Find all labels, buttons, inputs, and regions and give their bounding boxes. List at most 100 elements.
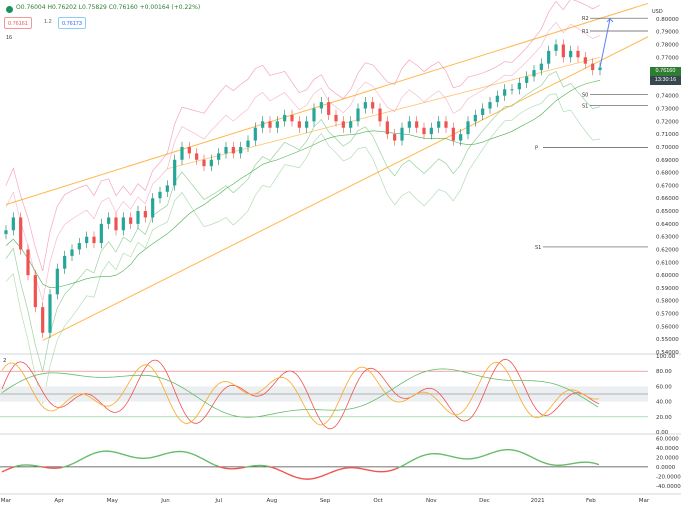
candle-body: [114, 217, 118, 231]
candle-body: [385, 121, 389, 135]
y-tick-label: 0.77000: [656, 55, 679, 61]
candle-body: [393, 134, 397, 141]
oscillator-line: [247, 465, 252, 468]
stochastic-k-line: [1, 358, 600, 430]
oscillator-line: [268, 465, 273, 469]
oscillator-line: [37, 465, 42, 468]
y-tick-label: 0.80000: [656, 17, 679, 23]
channel-upper-line: [5, 2, 649, 206]
oscillator-line: [67, 463, 72, 467]
oscillator-line: [115, 451, 120, 454]
candle-body: [261, 121, 265, 128]
oscillator-line: [484, 453, 489, 457]
oscillator-line: [298, 477, 303, 480]
oscillator-line: [214, 464, 219, 467]
candle-body: [598, 67, 602, 71]
oscillator-line: [418, 455, 423, 458]
oscillator-line: [187, 451, 192, 455]
y-tick-label: 0.60000: [656, 273, 679, 279]
oscillator-line: [340, 467, 345, 470]
broker-logo: [6, 6, 13, 13]
y-tick-label: 0.56000: [656, 324, 679, 330]
candle-body: [488, 102, 492, 109]
oscillator-line: [130, 455, 135, 459]
oscillator-line: [91, 452, 96, 455]
oscillator-line: [166, 451, 171, 455]
oscillator-line: [526, 454, 531, 457]
candle-body: [33, 275, 37, 308]
candle-body: [165, 185, 169, 192]
oscillator-line: [97, 450, 102, 453]
oscillator-line: [160, 453, 165, 456]
oscillator-line: [244, 466, 249, 468]
candle-body: [576, 50, 580, 58]
y-tick-label: 0.74000: [656, 94, 679, 100]
candle-body: [151, 198, 155, 218]
oscillator-line: [7, 467, 12, 470]
oscillator-line: [415, 456, 420, 460]
oscillator-line: [535, 458, 540, 462]
oscillator-line: [541, 461, 546, 464]
candle-body: [246, 140, 250, 147]
x-tick-label: 2021: [531, 498, 545, 504]
oscillator-line: [274, 467, 279, 471]
oscillator-line: [493, 450, 498, 453]
oscillator-line: [328, 471, 333, 474]
candle-body: [312, 108, 316, 122]
oscillator-line: [322, 473, 327, 477]
candle-body: [532, 70, 536, 77]
oscillator-line: [148, 456, 153, 459]
spread-label: 1.2: [44, 19, 52, 25]
oscillator-line: [529, 455, 534, 459]
x-tick-label: Apr: [54, 498, 64, 504]
oscillator-line: [571, 462, 576, 465]
x-tick-label: Mar: [1, 498, 12, 504]
stochastic-y-tick-label: 40.00: [656, 400, 672, 406]
oscillator-line: [64, 465, 69, 468]
oscillator-line: [184, 451, 189, 454]
oscillator-line: [58, 466, 63, 469]
y-tick-label: 0.61000: [656, 260, 679, 266]
candle-body: [63, 255, 67, 269]
y-tick-label: 0.58000: [656, 299, 679, 305]
indicator-toggle[interactable]: 16: [6, 35, 13, 41]
y-tick-label: 0.79000: [656, 30, 679, 36]
x-tick-label: Jul: [214, 498, 222, 504]
oscillator-line: [211, 463, 216, 466]
y-tick-label: 0.57000: [656, 312, 679, 318]
candle-body: [407, 121, 411, 128]
candle-body: [495, 95, 499, 103]
x-tick-label: Feb: [586, 498, 596, 504]
oscillator-line: [568, 462, 573, 465]
oscillator-line: [370, 469, 375, 472]
candle-body: [539, 63, 543, 71]
oscillator-line: [217, 465, 222, 468]
moving-average-line: [5, 80, 601, 289]
oscillator-line: [388, 469, 393, 472]
buy-price-button[interactable]: 0.76173: [58, 17, 86, 29]
oscillator-line: [280, 470, 285, 473]
y-tick-label: 0.68000: [656, 171, 679, 177]
oscillator-line: [481, 454, 486, 458]
candle-body: [11, 217, 15, 231]
oscillator-line: [478, 455, 483, 458]
sell-price-button[interactable]: 0.76161: [4, 17, 32, 29]
upper-inner-band-line: [5, 21, 601, 302]
candle-body: [239, 146, 243, 154]
candle-body: [517, 82, 521, 90]
candle-body: [561, 44, 565, 58]
oscillator-line: [358, 467, 363, 470]
candle-body: [107, 217, 111, 224]
oscillator-line: [4, 468, 9, 472]
candle-body: [371, 102, 375, 109]
candle-body: [195, 153, 199, 160]
candle-body: [202, 159, 206, 167]
oscillator-y-tick-label: 40.0000: [656, 446, 679, 452]
candle-body: [268, 121, 272, 128]
candle-body: [92, 236, 96, 244]
y-tick-label: 0.65000: [656, 209, 679, 215]
oscillator-line: [10, 466, 15, 469]
oscillator-line: [367, 469, 372, 472]
oscillator-line: [292, 475, 297, 478]
